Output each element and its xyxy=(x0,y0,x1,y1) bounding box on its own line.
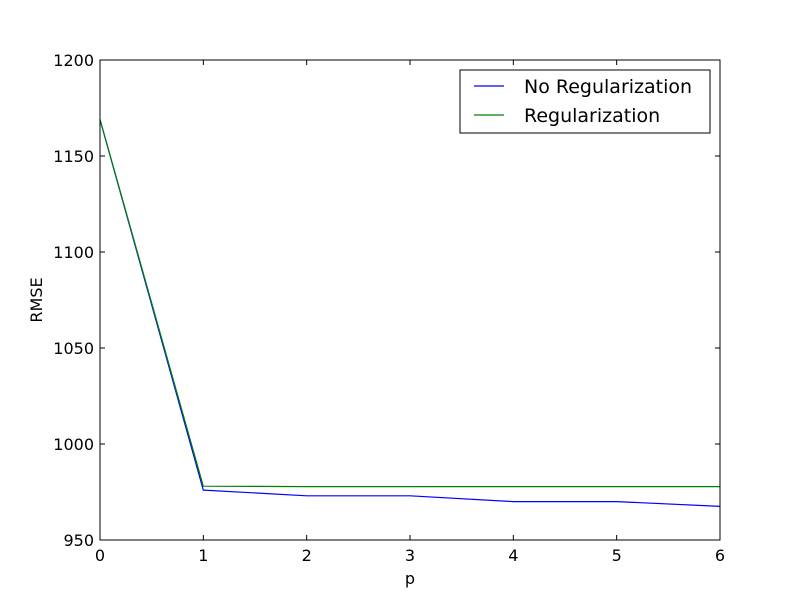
legend-label-no-regularization: No Regularization xyxy=(524,76,692,98)
series-line-no-regularization xyxy=(99,119,721,507)
x-tick-label: 5 xyxy=(612,546,622,565)
x-tick-label: 2 xyxy=(302,546,312,565)
y-tick-label: 950 xyxy=(63,531,94,550)
axis-tick-labels: 0 1 2 3 4 5 6 950 1000 1050 1100 1150 1200 xyxy=(53,51,725,565)
axis-ticks xyxy=(99,59,721,541)
x-tick-label: 6 xyxy=(715,546,725,565)
y-axis-label: RMSE xyxy=(27,277,46,322)
x-tick-label: 3 xyxy=(405,546,415,565)
x-tick-label: 4 xyxy=(508,546,518,565)
y-tick-label: 1100 xyxy=(53,243,94,262)
x-tick-label: 1 xyxy=(198,546,208,565)
legend: No Regularization Regularization xyxy=(459,69,711,134)
series-layer xyxy=(99,119,721,507)
y-tick-label: 1050 xyxy=(53,339,94,358)
x-tick-label: 0 xyxy=(95,546,105,565)
x-axis-label: p xyxy=(405,569,415,588)
y-tick-label: 1150 xyxy=(53,147,94,166)
y-tick-label: 1000 xyxy=(53,435,94,454)
legend-label-regularization: Regularization xyxy=(524,105,660,127)
y-tick-label: 1200 xyxy=(53,51,94,70)
series-line-regularization xyxy=(99,119,720,488)
legend-box xyxy=(459,69,711,134)
